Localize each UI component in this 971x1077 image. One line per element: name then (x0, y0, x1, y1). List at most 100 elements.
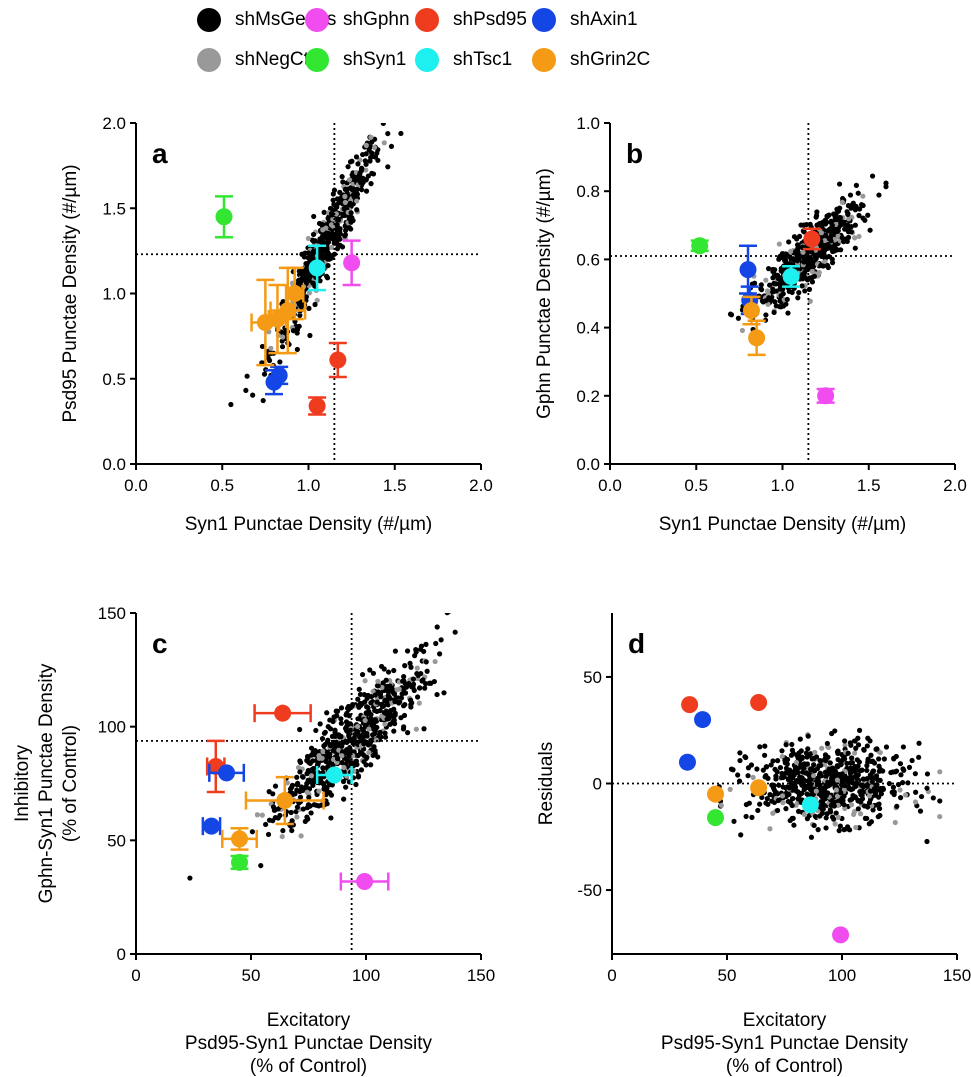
shmsgenes-point (279, 344, 286, 350)
shnegctrl-point (801, 811, 808, 818)
shmsgenes-point (311, 802, 317, 808)
shpsd95-point (308, 396, 327, 416)
shmsgenes-point (371, 744, 377, 750)
shsyn1-point (707, 809, 724, 827)
legend-item-shnegctrl: shNegCtrl (197, 45, 319, 75)
shmsgenes-point (797, 774, 803, 780)
legend-label: shSyn1 (343, 49, 407, 70)
point-marker (231, 853, 248, 871)
shmsgenes-point (250, 392, 256, 398)
point-marker (308, 397, 326, 415)
shmsgenes-point (272, 783, 279, 789)
shnegctrl-point (853, 824, 859, 831)
shmsgenes-point (822, 221, 829, 227)
legend-marker (532, 8, 556, 32)
shmsgenes-point (290, 328, 296, 334)
shmsgenes-point (315, 761, 321, 767)
shmsgenes-point (347, 200, 353, 206)
shmsgenes-point (852, 245, 858, 251)
shmsgenes-point (401, 724, 407, 730)
legend-label: shPsd95 (453, 9, 527, 30)
shtsc1-point (315, 765, 353, 784)
shgrin2c-point (750, 779, 768, 797)
shmsgenes-point (297, 769, 303, 775)
shmsgenes-point (798, 222, 804, 228)
shmsgenes-point (774, 769, 780, 775)
point-marker (782, 267, 800, 285)
shnegctrl-point (381, 140, 387, 146)
shmsgenes-point (371, 731, 378, 737)
shmsgenes-point (391, 728, 397, 734)
shmsgenes-point (360, 175, 366, 181)
shnegctrl-point (860, 193, 866, 199)
shnegctrl-point (779, 753, 785, 760)
panel-label: a (152, 138, 168, 169)
shmsgenes-point (789, 815, 795, 822)
shmsgenes-point (325, 763, 331, 770)
x-tick-label: 0 (607, 966, 616, 985)
shmsgenes-point (333, 741, 339, 747)
x-axis-label: Psd95-Syn1 Punctae Density (661, 1033, 909, 1054)
shmsgenes-point (890, 784, 897, 790)
shmsgenes-point (397, 699, 403, 705)
shmsgenes-point (260, 397, 266, 404)
y-tick-label: 50 (583, 668, 602, 687)
shmsgenes-point (320, 765, 326, 771)
shmsgenes-point (295, 780, 301, 786)
shmsgenes-point (790, 750, 796, 756)
point-marker (678, 753, 696, 771)
shmsgenes-point (775, 272, 781, 278)
shnegctrl-point (323, 225, 329, 231)
shmsgenes-point (773, 281, 779, 287)
shnegctrl-point (280, 334, 286, 340)
shmsgenes-point (858, 799, 864, 805)
point-marker (742, 302, 760, 320)
shmsgenes-point (307, 332, 313, 339)
shmsgenes-point (404, 648, 411, 654)
shnegctrl-point (767, 826, 773, 832)
legend-marker (305, 8, 329, 32)
shmsgenes-point (829, 814, 836, 820)
shmsgenes-point (337, 226, 343, 232)
shnegctrl-point (362, 678, 368, 684)
shmsgenes-point (441, 690, 447, 696)
shnegctrl-point (366, 749, 372, 756)
shmsgenes-point (883, 744, 890, 750)
shmsgenes-point (356, 686, 362, 692)
shmsgenes-point (763, 764, 769, 770)
shmsgenes-point (323, 273, 330, 279)
shmsgenes-point (789, 771, 795, 777)
shnegctrl-point (413, 726, 419, 732)
shmsgenes-point (289, 782, 296, 788)
shmsgenes-point (385, 669, 392, 675)
shmsgenes-point (312, 301, 318, 308)
shmsgenes-point (434, 624, 440, 630)
shmsgenes-point (783, 806, 789, 812)
shmsgenes-point (793, 778, 800, 784)
legend-marker (415, 48, 439, 72)
shmsgenes-point (305, 802, 312, 808)
shmsgenes-point (287, 786, 294, 792)
shmsgenes-point (293, 809, 299, 815)
shmsgenes-point (380, 109, 385, 114)
shmsgenes-point (816, 763, 822, 769)
shmsgenes-point (855, 190, 861, 196)
shmsgenes-point (421, 726, 427, 732)
shmsgenes-point (277, 812, 283, 819)
legend-label: shNegCtrl (235, 49, 320, 70)
point-marker (801, 796, 819, 814)
shmsgenes-point (392, 699, 398, 705)
x-tick-label: 0.0 (124, 476, 148, 495)
shmsgenes-point (791, 234, 798, 240)
shnegctrl-point (813, 788, 819, 794)
shmsgenes-point (228, 401, 234, 408)
x-axis-label: Excitatory (267, 1010, 351, 1031)
shmsgenes-point (815, 779, 821, 785)
shmsgenes-point (277, 359, 283, 365)
shnegctrl-point (362, 717, 368, 724)
y-tick-label: 1.0 (576, 114, 600, 133)
shmsgenes-point (847, 192, 854, 198)
shnegctrl-point (788, 248, 794, 254)
shmsgenes-point (307, 277, 313, 283)
shmsgenes-point (746, 800, 752, 806)
